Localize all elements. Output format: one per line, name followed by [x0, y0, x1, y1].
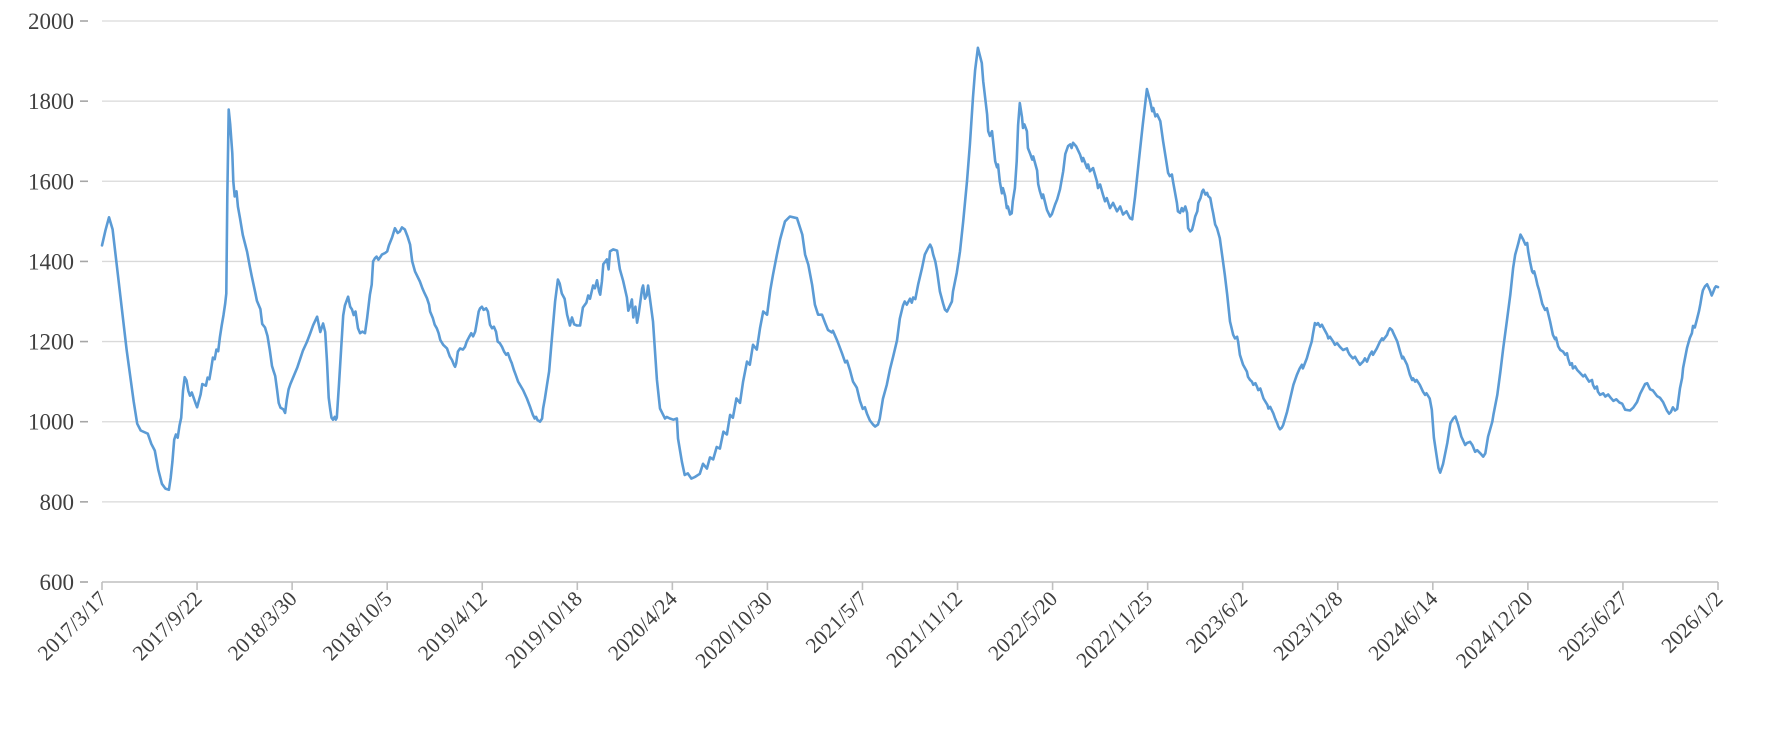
- series-line: [100, 46, 1720, 492]
- y-axis-tick-label: 800: [40, 490, 75, 515]
- y-axis-tick-label: 1800: [28, 89, 74, 114]
- y-axis-tick-label: 1200: [28, 330, 74, 355]
- y-axis-tick-label: 1000: [28, 410, 74, 435]
- y-axis-tick-label: 1400: [28, 249, 74, 274]
- y-axis-tick-label: 1600: [28, 169, 74, 194]
- y-axis-tick-label: 2000: [28, 9, 74, 34]
- y-axis-tick-label: 600: [40, 570, 75, 595]
